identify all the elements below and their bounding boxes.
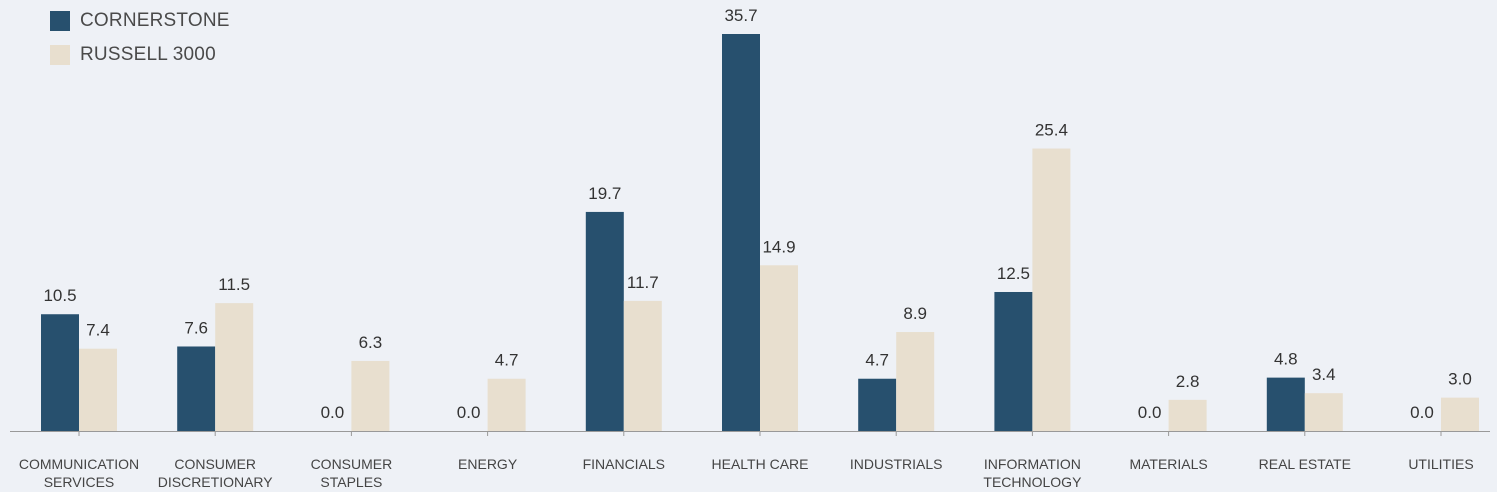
bar-russell-3000-real-estate [1304,393,1343,431]
category-label-real-estate: REAL ESTATE [1259,456,1351,472]
category-label-consumer-discretionary: CONSUMER DISCRETIONARY [158,456,274,490]
data-label-cornerstone-consumer-staples: 0.0 [321,403,345,422]
data-label-cornerstone-health-care: 35.7 [724,6,757,25]
category-label-financials: FINANCIALS [583,456,665,472]
data-label-russell-3000-information-technology: 25.4 [1035,121,1068,140]
category-label-utilities: UTILITIES [1408,456,1473,472]
data-label-cornerstone-energy: 0.0 [457,403,481,422]
bar-russell-3000-communication-services [79,348,117,431]
data-label-russell-3000-communication-services: 7.4 [86,321,110,340]
bar-cornerstone-health-care [722,34,760,431]
data-label-cornerstone-consumer-discretionary: 7.6 [184,318,208,337]
legend-item-cornerstone: CORNERSTONE [50,4,230,38]
legend-item-russell-3000: RUSSELL 3000 [50,38,230,72]
bar-russell-3000-utilities [1441,397,1479,431]
category-label-information-technology: INFORMATION TECHNOLOGY [983,456,1082,490]
category-label-health-care: HEALTH CARE [712,456,809,472]
data-label-russell-3000-utilities: 3.0 [1448,370,1472,389]
bar-russell-3000-materials [1168,399,1207,431]
data-label-russell-3000-real-estate: 3.4 [1312,365,1336,384]
data-label-cornerstone-real-estate: 4.8 [1274,350,1298,369]
bar-cornerstone-industrials [858,378,897,431]
bar-russell-3000-consumer-staples [351,360,390,431]
bar-russell-3000-health-care [760,265,798,431]
bar-russell-3000-consumer-discretionary [215,303,254,431]
legend-swatch-cornerstone [50,11,70,31]
category-label-consumer-staples: CONSUMER STAPLES [311,456,393,490]
data-label-cornerstone-financials: 19.7 [588,184,621,203]
data-label-cornerstone-utilities: 0.0 [1410,403,1434,422]
bar-russell-3000-financials [623,300,662,431]
data-label-cornerstone-information-technology: 12.5 [997,264,1030,283]
data-label-russell-3000-industrials: 8.9 [903,304,927,323]
data-label-russell-3000-materials: 2.8 [1176,372,1200,391]
legend-swatch-russell-3000 [50,45,70,65]
data-label-cornerstone-materials: 0.0 [1138,403,1162,422]
category-label-materials: MATERIALS [1129,456,1207,472]
legend-label-cornerstone: CORNERSTONE [80,10,230,31]
data-label-russell-3000-health-care: 14.9 [762,237,795,256]
bar-cornerstone-consumer-discretionary [177,346,216,431]
data-label-cornerstone-communication-services: 10.5 [43,286,76,305]
bar-cornerstone-financials [585,211,624,431]
bar-cornerstone-communication-services [41,314,79,431]
legend-label-russell-3000: RUSSELL 3000 [80,44,216,65]
bar-russell-3000-industrials [896,332,935,431]
data-label-cornerstone-industrials: 4.7 [865,351,889,370]
data-label-russell-3000-financials: 11.7 [627,273,659,292]
category-label-industrials: INDUSTRIALS [850,456,943,472]
bar-russell-3000-information-technology [1032,148,1071,431]
data-label-russell-3000-consumer-staples: 6.3 [359,333,383,352]
bar-cornerstone-information-technology [994,291,1033,431]
data-label-russell-3000-energy: 4.7 [495,351,519,370]
bar-cornerstone-real-estate [1266,377,1305,431]
category-label-energy: ENERGY [458,456,518,472]
category-label-communication-services: COMMUNICATION SERVICES [19,456,139,490]
legend: CORNERSTONE RUSSELL 3000 [50,4,230,72]
bar-russell-3000-energy [487,378,526,431]
data-label-russell-3000-consumer-discretionary: 11.5 [218,275,250,294]
